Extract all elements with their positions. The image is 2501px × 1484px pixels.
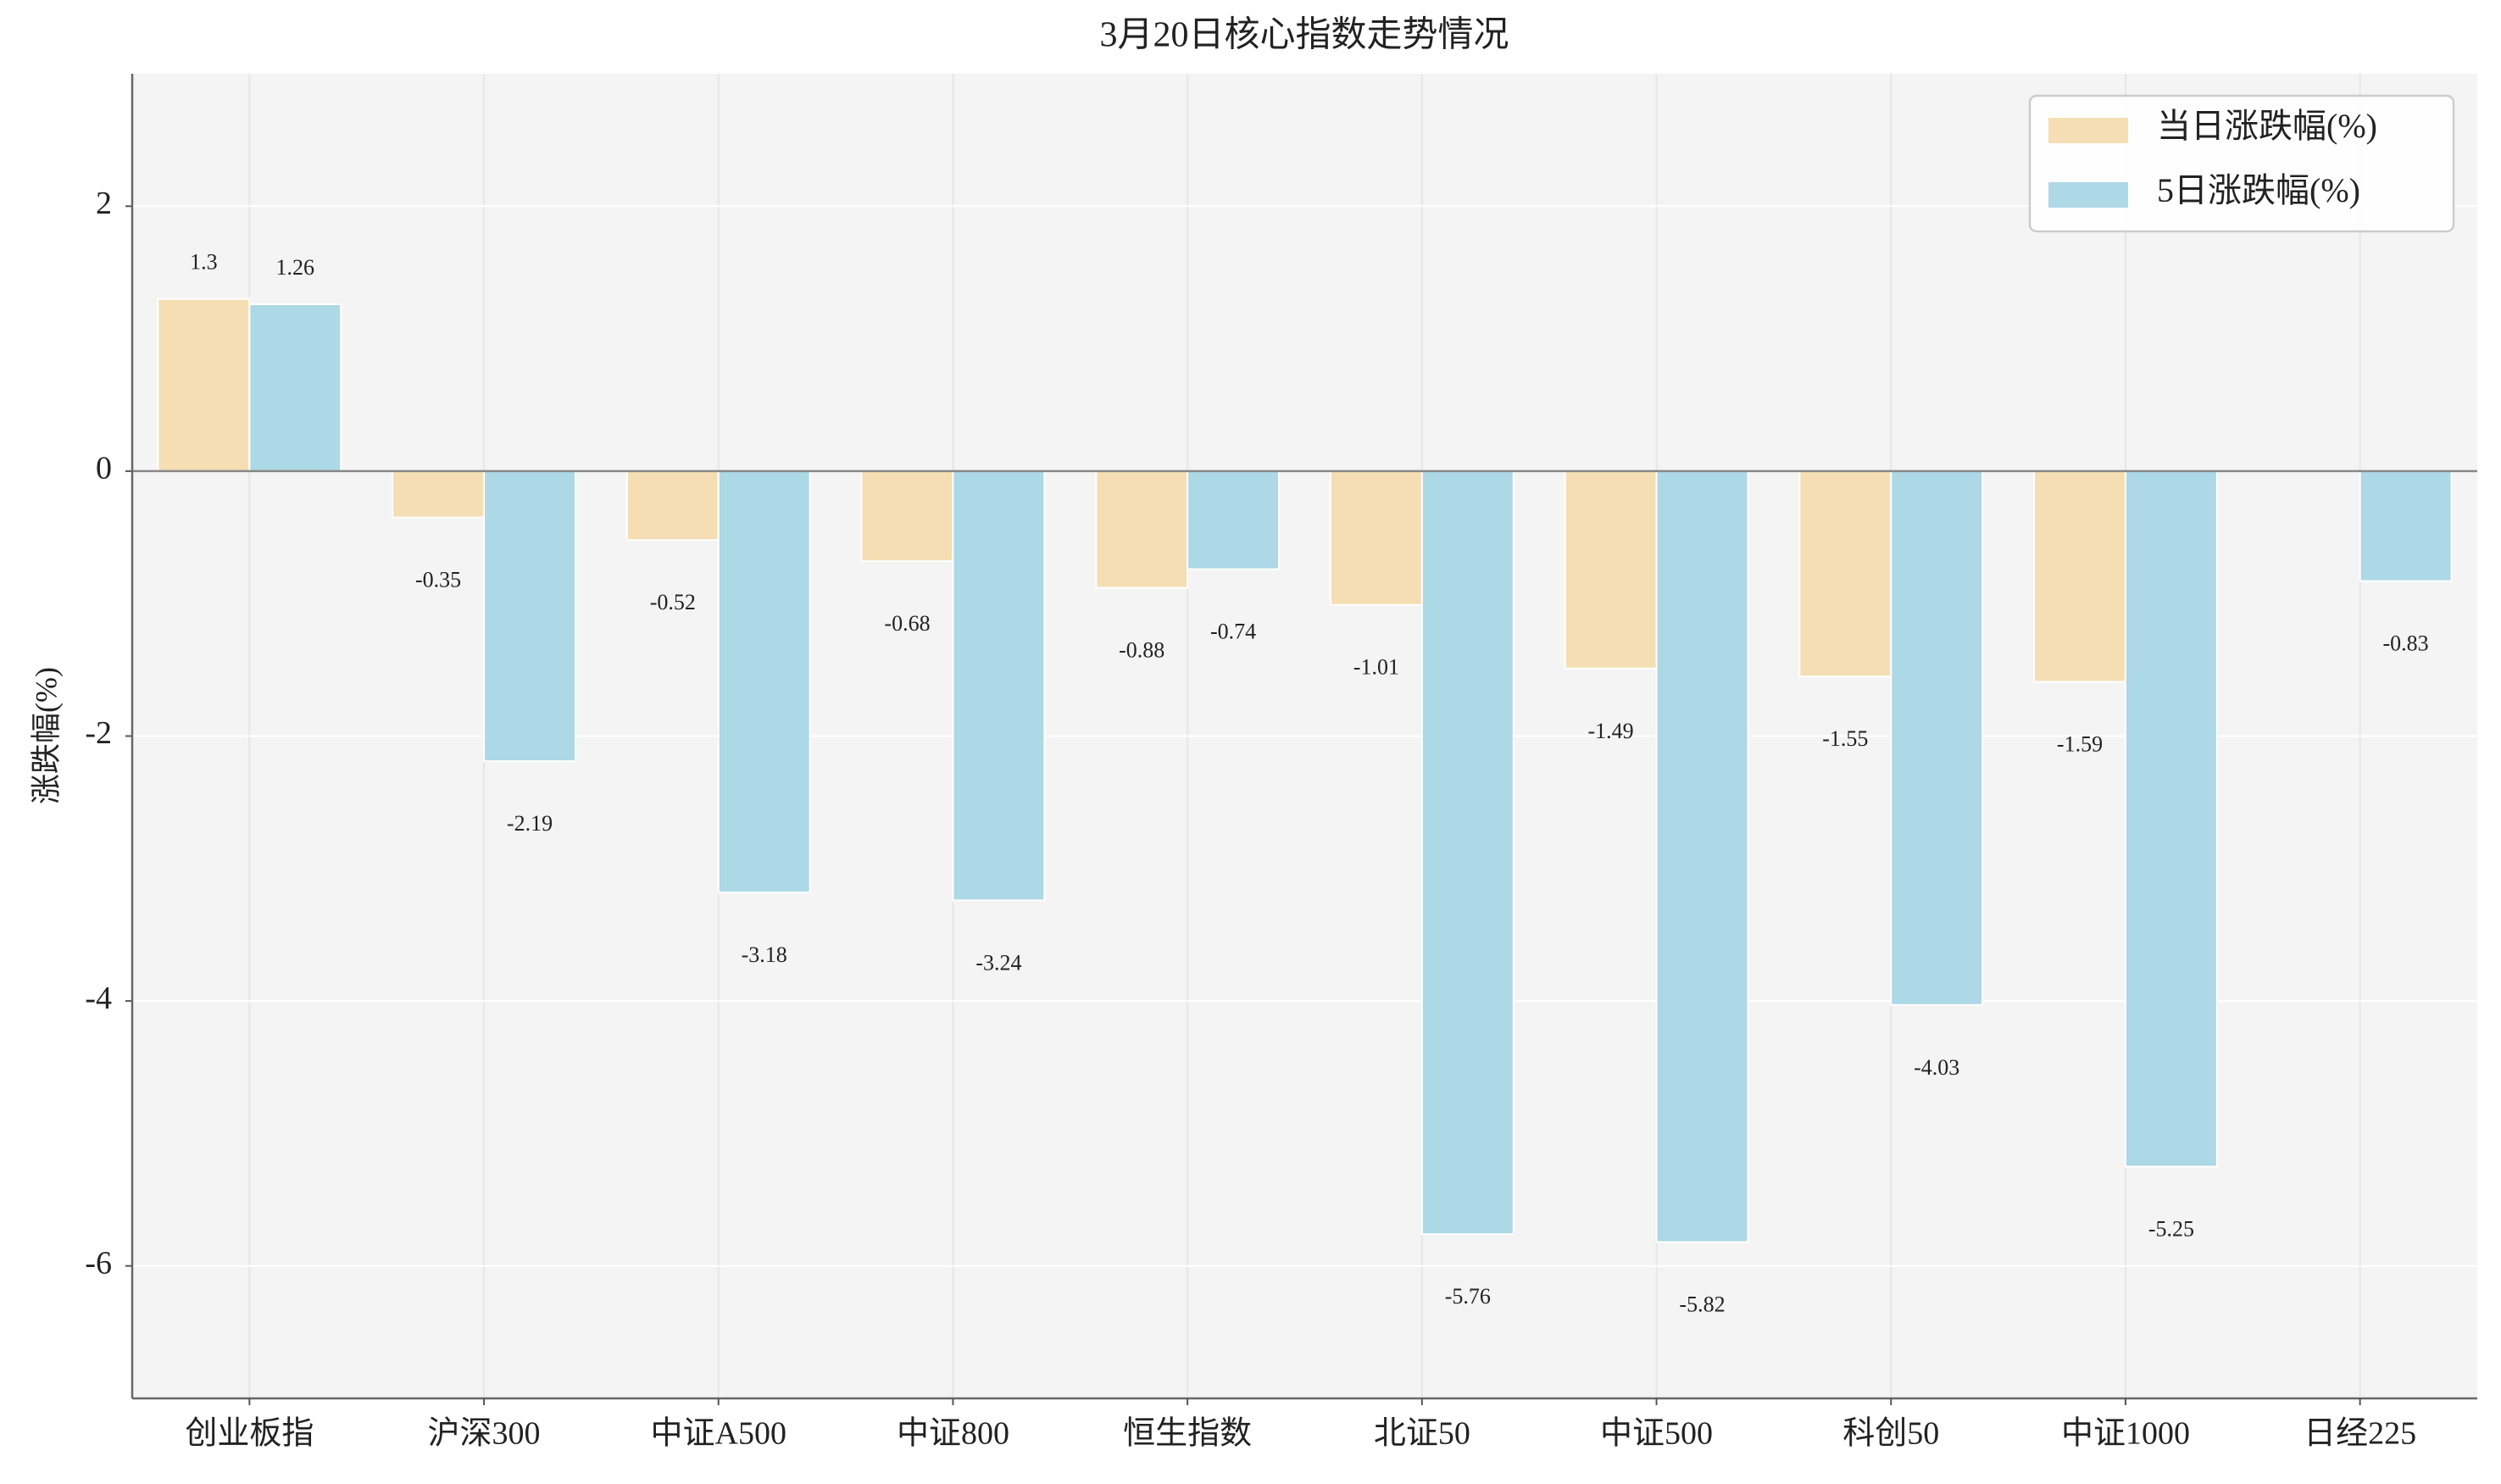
data-label: -0.52 [650, 590, 696, 614]
y-tick-label: 0 [96, 451, 112, 486]
bar [2033, 470, 2126, 683]
data-label: 1.3 [190, 250, 218, 275]
x-tick-label: 恒生指数 [1123, 1416, 1252, 1452]
data-label: -1.49 [1588, 719, 1634, 743]
x-tick-label: 创业板指 [185, 1416, 314, 1452]
bar [1890, 470, 1984, 1006]
bar [392, 470, 486, 519]
chart-title: 3月20日核心指数走势情况 [1099, 16, 1509, 55]
x-tick-label: 中证1000 [2061, 1416, 2190, 1452]
data-label: -1.55 [1822, 726, 1868, 751]
x-tick-label: 中证500 [1600, 1416, 1713, 1452]
bar [2359, 470, 2453, 582]
bar [625, 470, 720, 542]
bar [1798, 470, 1892, 678]
x-tick-label: 科创50 [1842, 1416, 1939, 1452]
data-label: -5.25 [2148, 1216, 2194, 1241]
bar [952, 470, 1046, 902]
bar [2124, 470, 2218, 1168]
bar [1187, 470, 1281, 570]
y-axis-label: 涨跌幅(%) [29, 667, 63, 804]
legend: 当日涨跌幅(%) 5日涨跌幅(%) [2028, 94, 2455, 233]
data-label: -2.19 [507, 811, 553, 836]
legend-label: 当日涨跌幅(%) [2157, 107, 2377, 145]
x-tick-label: 中证800 [897, 1416, 1009, 1452]
data-label: -0.74 [1210, 620, 1256, 644]
x-tick-label: 中证A500 [651, 1416, 786, 1452]
legend-swatch [2048, 118, 2128, 143]
data-label: -4.03 [1914, 1055, 1959, 1080]
bar [1564, 470, 1658, 670]
bar [860, 470, 954, 563]
data-label: -0.83 [2383, 631, 2429, 656]
bar [1329, 470, 1423, 606]
data-label: -1.59 [2057, 731, 2103, 756]
data-label: -3.24 [975, 950, 1021, 975]
y-tick-label: 2 [96, 186, 112, 221]
data-label: -0.68 [884, 611, 930, 636]
y-tick-label: -2 [85, 715, 112, 751]
data-label: -0.88 [1119, 637, 1164, 662]
data-label: -0.35 [415, 568, 461, 592]
data-label: -1.01 [1353, 655, 1399, 680]
data-label: -3.18 [742, 942, 787, 967]
bar [157, 297, 251, 472]
legend-swatch [2048, 182, 2128, 208]
data-label: -5.82 [1679, 1292, 1725, 1317]
legend-box [2028, 94, 2455, 233]
y-tick-label: -4 [85, 981, 112, 1016]
x-tick-label: 日经225 [2304, 1416, 2416, 1452]
data-label: -5.76 [1445, 1284, 1491, 1309]
bar [1655, 470, 1749, 1243]
x-tick-label: 北证50 [1374, 1416, 1470, 1452]
legend-label: 5日涨跌幅(%) [2157, 171, 2360, 209]
data-label: 1.26 [276, 255, 315, 280]
bar [717, 470, 811, 893]
bar [1420, 470, 1514, 1236]
y-tick-label: -6 [85, 1245, 112, 1281]
bar [1095, 470, 1189, 589]
bar [483, 470, 576, 763]
x-tick-label: 沪深300 [428, 1416, 541, 1452]
bar [248, 303, 342, 472]
